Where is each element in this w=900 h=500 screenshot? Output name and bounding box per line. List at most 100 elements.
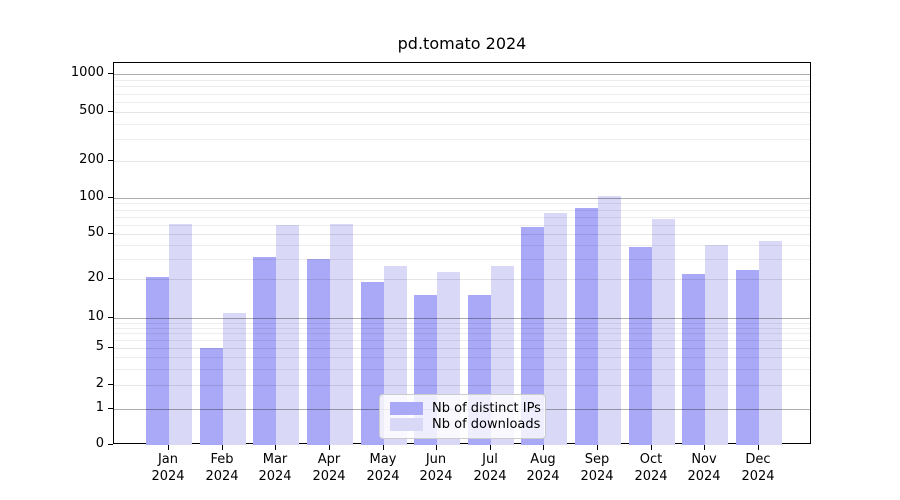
y-tick-mark-5 <box>108 347 113 348</box>
x-tick-mark-feb <box>222 445 223 450</box>
x-tick-month: Jul <box>482 452 498 467</box>
bar-downloads-apr <box>330 224 353 445</box>
y-tick-mark-500 <box>108 111 113 112</box>
bar-distinct-ips-jan <box>146 277 169 445</box>
x-tick-label-mar: Mar 2024 <box>235 451 315 485</box>
x-tick-mark-jul <box>490 445 491 450</box>
bar-downloads-sep <box>598 196 621 445</box>
gridline-y-300 <box>114 139 810 140</box>
y-tick-mark-100 <box>108 197 113 198</box>
x-tick-month: Feb <box>210 452 234 467</box>
x-tick-mark-sep <box>597 445 598 450</box>
legend: Nb of distinct IPs Nb of downloads <box>379 394 546 439</box>
bar-distinct-ips-oct <box>629 247 652 445</box>
x-tick-year: 2024 <box>205 469 239 484</box>
x-tick-year: 2024 <box>741 469 775 484</box>
gridline-y-600 <box>114 102 810 103</box>
bar-downloads-dec <box>759 241 782 445</box>
x-tick-month: Mar <box>262 452 288 467</box>
y-tick-label-1000: 1000 <box>70 65 104 80</box>
y-tick-label-20: 20 <box>87 270 104 285</box>
x-tick-mark-aug <box>543 445 544 450</box>
x-tick-month: Sep <box>584 452 610 467</box>
y-tick-label-10: 10 <box>87 309 104 324</box>
bar-distinct-ips-nov <box>682 274 705 445</box>
x-tick-mark-may <box>383 445 384 450</box>
x-tick-mark-oct <box>651 445 652 450</box>
bar-downloads-feb <box>223 313 246 445</box>
x-tick-label-feb: Feb 2024 <box>182 451 262 485</box>
gridline-y-4 <box>114 357 810 358</box>
y-tick-label-200: 200 <box>79 152 104 167</box>
x-tick-month: Dec <box>745 452 771 467</box>
y-tick-mark-50 <box>108 233 113 234</box>
y-tick-mark-20 <box>108 278 113 279</box>
gridline-y-90 <box>114 203 810 204</box>
gridline-y-10 <box>114 318 810 319</box>
gridline-y-9 <box>114 323 810 324</box>
x-tick-month: Oct <box>639 452 663 467</box>
legend-item-downloads: Nb of downloads <box>390 417 540 432</box>
bar-distinct-ips-may <box>361 282 384 445</box>
gridline-y-30 <box>114 259 810 260</box>
bar-distinct-ips-sep <box>575 208 598 445</box>
y-tick-mark-2 <box>108 384 113 385</box>
gridline-y-6 <box>114 340 810 341</box>
x-tick-mark-nov <box>704 445 705 450</box>
x-tick-year: 2024 <box>312 469 346 484</box>
x-tick-label-may: May 2024 <box>343 451 423 485</box>
gridline-y-2 <box>114 385 810 386</box>
gridline-y-100 <box>114 198 810 199</box>
gridline-y-500 <box>114 112 810 113</box>
gridline-y-1000 <box>114 74 810 75</box>
y-tick-label-0: 0 <box>95 436 104 451</box>
x-tick-month: May <box>369 452 397 467</box>
gridline-y-3 <box>114 369 810 370</box>
y-tick-mark-1000 <box>108 73 113 74</box>
gridline-y-7 <box>114 333 810 334</box>
legend-swatch-distinct-ips <box>390 401 423 415</box>
y-tick-label-5: 5 <box>95 339 104 354</box>
x-tick-year: 2024 <box>580 469 614 484</box>
bar-downloads-oct <box>652 219 675 445</box>
x-tick-label-oct: Oct 2024 <box>611 451 691 485</box>
y-tick-mark-200 <box>108 160 113 161</box>
x-tick-year: 2024 <box>366 469 400 484</box>
x-tick-month: Nov <box>691 452 717 467</box>
y-tick-mark-1 <box>108 408 113 409</box>
x-tick-label-apr: Apr 2024 <box>289 451 369 485</box>
gridline-y-40 <box>114 245 810 246</box>
x-tick-month: Jan <box>157 452 179 467</box>
x-tick-year: 2024 <box>419 469 453 484</box>
legend-label-distinct-ips: Nb of distinct IPs <box>432 400 541 416</box>
bar-distinct-ips-mar <box>253 257 276 445</box>
bar-downloads-nov <box>705 245 728 445</box>
x-tick-year: 2024 <box>526 469 560 484</box>
bar-downloads-aug <box>544 213 567 445</box>
x-tick-label-aug: Aug 2024 <box>503 451 583 485</box>
y-tick-label-500: 500 <box>79 103 104 118</box>
bar-downloads-mar <box>276 225 299 445</box>
y-tick-mark-10 <box>108 317 113 318</box>
y-tick-mark-0 <box>108 444 113 445</box>
x-tick-label-jan: Jan 2024 <box>128 451 208 485</box>
x-tick-year: 2024 <box>634 469 668 484</box>
plot-area: Nb of distinct IPs Nb of downloads <box>113 62 811 445</box>
gridline-y-80 <box>114 210 810 211</box>
x-tick-year: 2024 <box>473 469 507 484</box>
gridline-y-8 <box>114 328 810 329</box>
gridline-y-50 <box>114 234 810 235</box>
x-tick-label-sep: Sep 2024 <box>557 451 637 485</box>
x-tick-mark-mar <box>275 445 276 450</box>
x-tick-mark-dec <box>758 445 759 450</box>
legend-label-downloads: Nb of downloads <box>432 417 541 433</box>
x-tick-mark-apr <box>329 445 330 450</box>
bar-distinct-ips-dec <box>736 270 759 445</box>
x-tick-mark-jun <box>436 445 437 450</box>
legend-swatch-downloads <box>390 418 423 432</box>
bar-distinct-ips-aug <box>521 227 544 445</box>
x-tick-mark-jan <box>168 445 169 450</box>
chart-title: pd.tomato 2024 <box>397 34 527 53</box>
gridline-y-70 <box>114 217 810 218</box>
